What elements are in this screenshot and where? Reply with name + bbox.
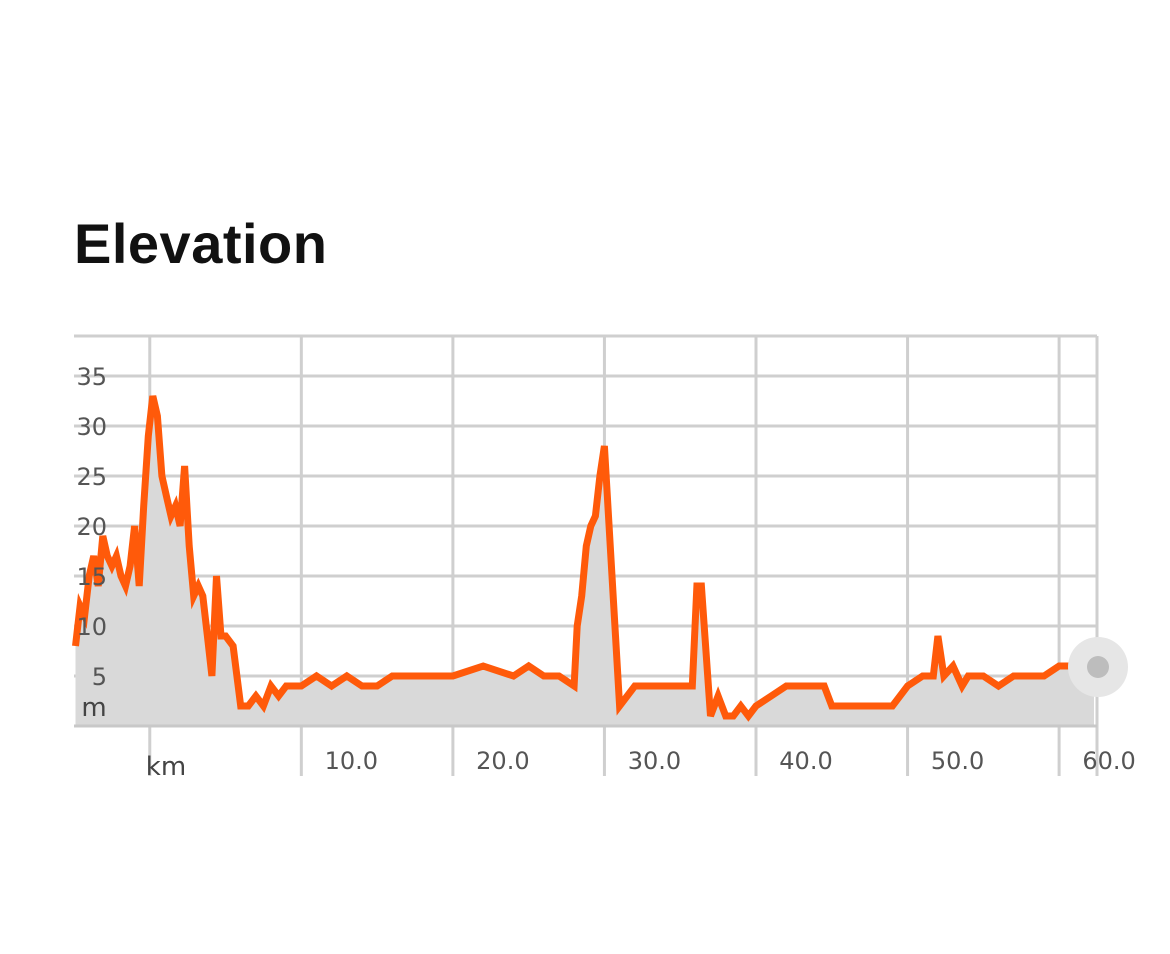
x-tick-label: 30.0 <box>628 747 681 775</box>
y-axis-unit-label: m <box>81 693 106 723</box>
elevation-fill <box>75 396 1094 726</box>
scrub-handle-knob[interactable] <box>1087 656 1109 678</box>
elevation-area <box>72 395 1098 728</box>
x-tick-label: 60.0 <box>1082 747 1135 775</box>
y-tick-label: 35 <box>76 363 107 391</box>
y-tick-label: 30 <box>76 413 107 441</box>
elevation-line <box>72 395 1098 722</box>
x-tick-label: 40.0 <box>779 747 832 775</box>
y-tick-label: 15 <box>76 563 107 591</box>
x-axis-unit-label: km <box>146 752 186 782</box>
y-tick-label: 10 <box>76 613 107 641</box>
y-tick-label: 5 <box>92 663 107 691</box>
y-tick-label: 25 <box>76 463 107 491</box>
x-tick-label: 50.0 <box>931 747 984 775</box>
x-tick-label: 10.0 <box>325 747 378 775</box>
scrub-handle[interactable] <box>1068 637 1128 697</box>
chart-title: Elevation <box>74 212 328 275</box>
x-tick-label: 20.0 <box>476 747 529 775</box>
axis-ticks: 5 10 15 20 25 30 35 10.0 20.0 30.0 40.0 50.0 60.0 <box>76 363 1135 775</box>
y-tick-label: 20 <box>76 513 107 541</box>
